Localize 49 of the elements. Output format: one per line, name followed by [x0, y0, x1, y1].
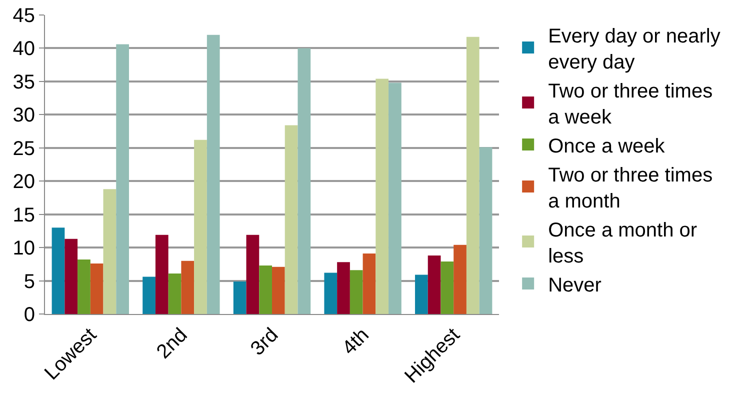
- legend-label: Once a week: [548, 135, 666, 158]
- legend-label: Every day or nearly every day: [548, 25, 720, 74]
- bar: [298, 48, 311, 314]
- bar: [440, 262, 454, 314]
- bar: [90, 264, 104, 314]
- bar: [362, 254, 376, 314]
- bar: [428, 256, 441, 314]
- bar: [350, 270, 363, 314]
- x-tick-label: 3rd: [246, 324, 283, 360]
- bar: [206, 34, 220, 314]
- bar: [116, 44, 129, 314]
- bar: [155, 234, 168, 314]
- x-tick-label: 4th: [338, 324, 374, 360]
- legend-label: Two or three times a month: [548, 164, 713, 212]
- bar: [272, 266, 285, 314]
- bar: [181, 260, 194, 314]
- bar: [194, 140, 207, 314]
- y-tick-label: 15: [12, 204, 35, 226]
- y-tick-label: 35: [12, 71, 35, 94]
- legend-label: Never: [548, 274, 602, 296]
- bar: [142, 276, 156, 314]
- y-tick-label: 10: [12, 238, 35, 260]
- bar: [415, 274, 428, 314]
- y-tick-label: 30: [12, 104, 35, 127]
- bar: [246, 234, 260, 314]
- legend-label: Two or three times a week: [548, 80, 713, 128]
- y-tick-label: 5: [24, 270, 35, 293]
- bar: [376, 78, 389, 314]
- x-tick-label: 2nd: [152, 324, 192, 364]
- bar: [466, 36, 480, 314]
- bar: [454, 244, 466, 314]
- bar: [233, 281, 246, 314]
- y-tick-label: 25: [12, 138, 35, 160]
- bar: [168, 273, 182, 314]
- bar: [324, 272, 338, 314]
- legend-label: Once a month or less: [548, 219, 698, 268]
- bar: [337, 262, 350, 314]
- bar: [52, 228, 65, 314]
- y-tick-label: 20: [12, 171, 35, 194]
- bar: [64, 238, 78, 314]
- bar: [103, 189, 116, 314]
- bar: [284, 125, 298, 314]
- y-tick-label: 40: [12, 38, 35, 60]
- bar: [78, 260, 90, 314]
- bar: [388, 82, 402, 314]
- y-tick-label: 0: [24, 304, 35, 326]
- y-tick-label: 45: [12, 5, 35, 27]
- bar: [479, 147, 492, 314]
- bar: [259, 266, 272, 314]
